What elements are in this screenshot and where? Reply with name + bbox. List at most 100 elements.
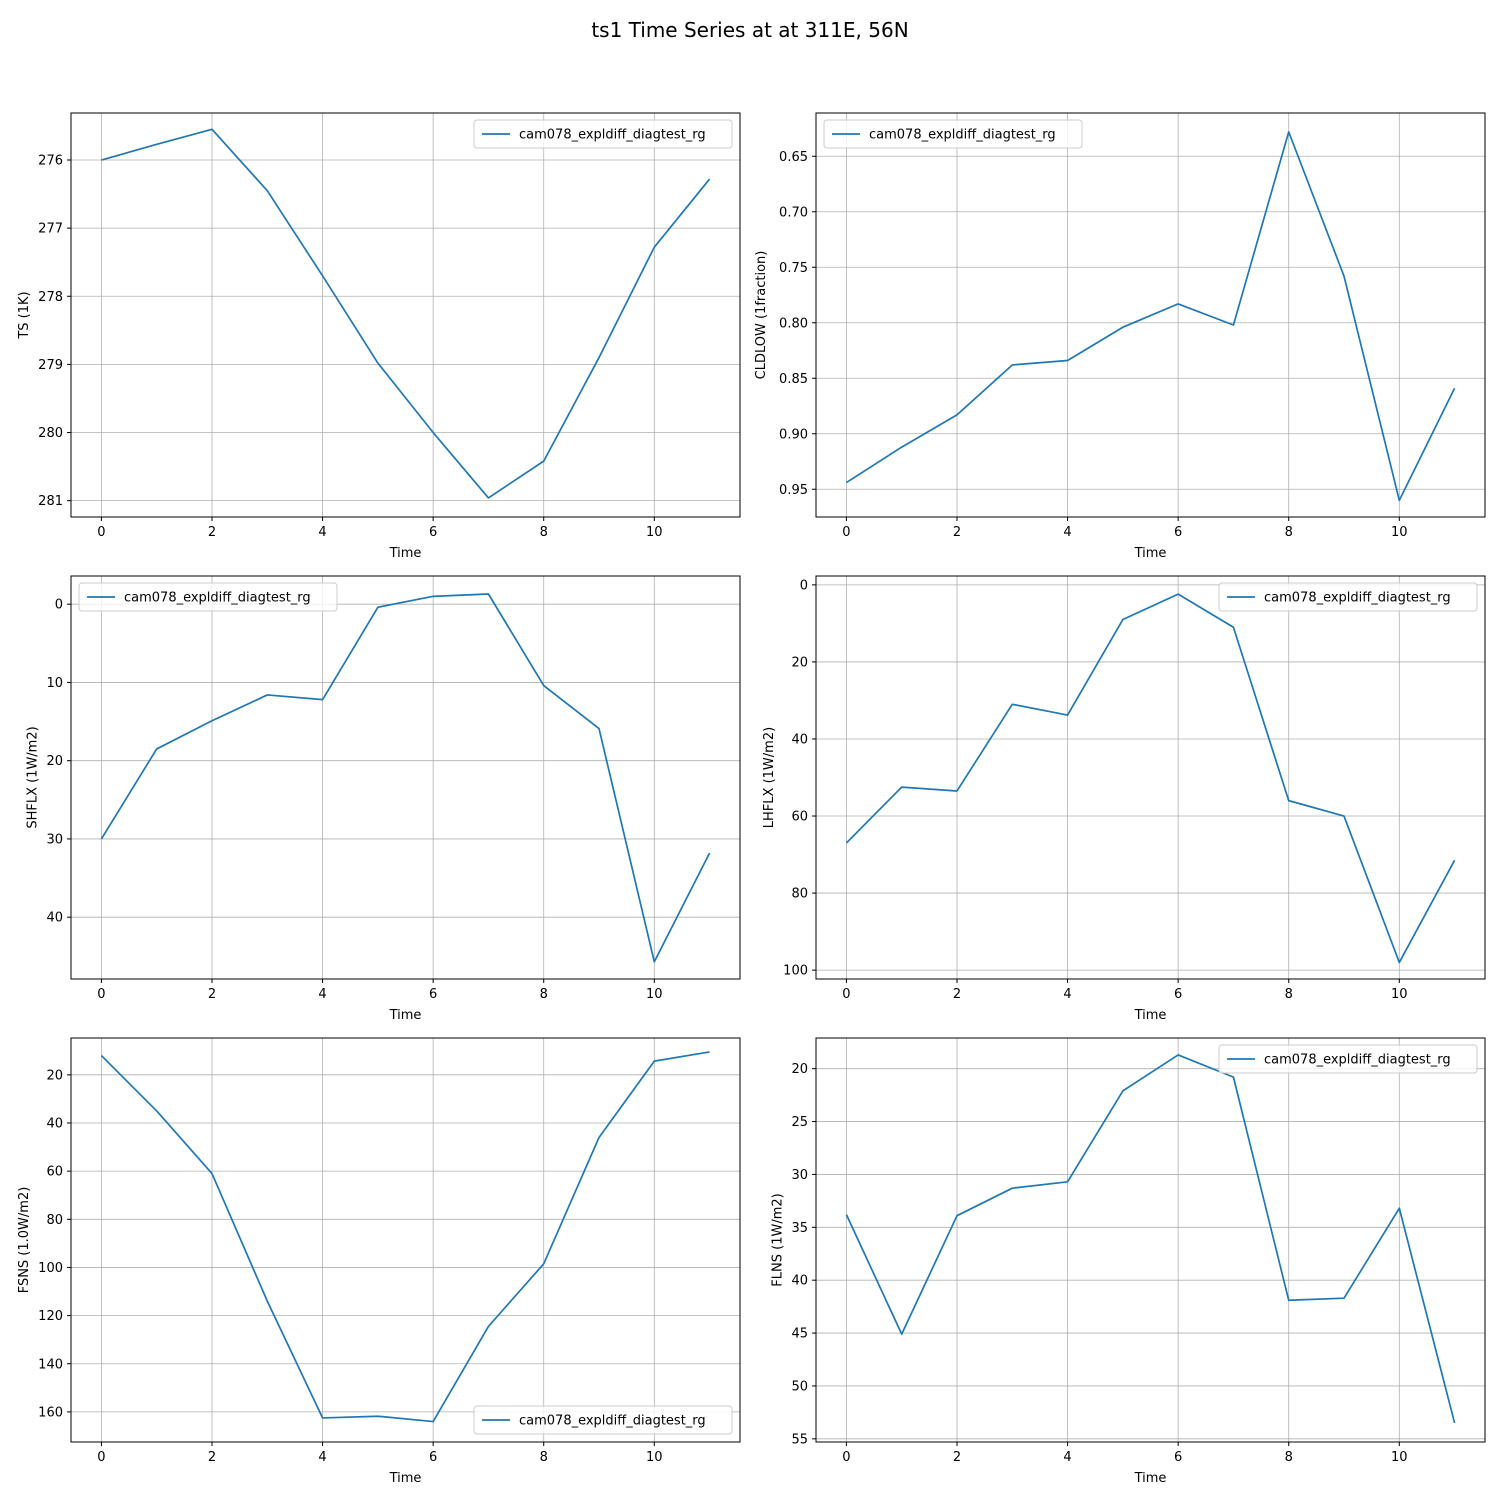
x-tick-label: 0 (842, 987, 850, 1002)
x-axis-label: Time (389, 1471, 422, 1486)
legend: cam078_expldiff_diagtest_rg (473, 1405, 733, 1435)
axes-frame (815, 112, 1486, 518)
legend-box (1218, 1044, 1478, 1074)
y-tick-label: 20 (46, 754, 63, 769)
subplot-5: 0 2 4 6 8 10 Time 20 40 60 80 100 120 140 160 FSNS (1.0… (17, 1037, 741, 1486)
legend-entry: cam078_expldiff_diagtest_rg (1264, 1053, 1451, 1068)
series-line (845, 131, 1456, 502)
x-tick-label: 0 (97, 1450, 105, 1465)
series-line (100, 593, 711, 963)
x-tick-label: 10 (646, 1450, 663, 1465)
x-axis-label: Time (1134, 1471, 1167, 1486)
x-tick-label: 10 (1391, 525, 1408, 540)
y-axis: 0 10 20 30 40 SHFLX (1W/m2) (25, 598, 71, 926)
x-tick-label: 6 (429, 987, 437, 1002)
x-tick-label: 2 (208, 987, 216, 1002)
grid (816, 113, 1485, 517)
x-tick-label: 2 (953, 987, 961, 1002)
x-tick-label: 10 (646, 987, 663, 1002)
x-axis: 0 2 4 6 8 10 Time (97, 979, 663, 1023)
y-tick-label: 100 (38, 1261, 63, 1276)
legend: cam078_expldiff_diagtest_rg (78, 582, 338, 612)
x-tick-label: 8 (540, 525, 548, 540)
y-tick-label: 0.85 (779, 372, 808, 387)
x-axis: 0 2 4 6 8 10 Time (842, 517, 1408, 561)
y-axis-label: FSNS (1.0W/m2) (17, 1187, 32, 1294)
series-line (101, 128, 711, 499)
x-tick-label: 4 (318, 1450, 326, 1465)
grid (816, 1038, 1485, 1442)
x-axis-label: Time (1134, 1008, 1167, 1023)
x-tick-label: 4 (318, 987, 326, 1002)
x-tick-label: 2 (953, 1450, 961, 1465)
x-tick-label: 8 (540, 987, 548, 1002)
y-tick-label: 40 (46, 911, 63, 926)
x-tick-label: 6 (429, 1450, 437, 1465)
y-tick-label: 280 (38, 426, 63, 441)
subplot-1: 0 2 4 6 8 10 Time 276 277 278 279 280 281 TS (1K) cam0… (17, 112, 741, 561)
grid (71, 1038, 740, 1442)
y-tick-label: 277 (38, 222, 63, 237)
legend-box (78, 582, 338, 612)
y-tick-label: 50 (791, 1379, 808, 1394)
y-axis: 20 40 60 80 100 120 140 160 FSNS (1.0W/m2) (17, 1068, 71, 1420)
x-tick-label: 4 (1063, 987, 1071, 1002)
x-tick-label: 2 (208, 525, 216, 540)
x-tick-label: 10 (646, 525, 663, 540)
y-tick-label: 80 (791, 887, 808, 902)
x-tick-label: 4 (1063, 1450, 1071, 1465)
x-axis: 0 2 4 6 8 10 Time (842, 979, 1408, 1023)
x-tick-label: 6 (429, 525, 437, 540)
x-axis: 0 2 4 6 8 10 Time (97, 1442, 663, 1486)
y-tick-label: 100 (783, 964, 808, 979)
y-tick-label: 35 (791, 1221, 808, 1236)
x-axis-label: Time (389, 546, 422, 561)
axes-frame (70, 1037, 741, 1443)
y-tick-label: 0.75 (779, 261, 808, 276)
y-tick-label: 60 (46, 1165, 63, 1180)
y-tick-label: 0.65 (779, 150, 808, 165)
y-axis-label: SHFLX (1W/m2) (25, 726, 40, 828)
y-tick-label: 0.95 (779, 483, 808, 498)
axes-frame (70, 112, 741, 518)
plot-area (71, 113, 740, 517)
axes-frame (815, 575, 1486, 980)
y-tick-label: 279 (38, 358, 63, 373)
legend-box (473, 119, 733, 149)
y-tick-label: 40 (791, 732, 808, 747)
y-tick-label: 0.70 (779, 205, 808, 220)
series-line (100, 1051, 710, 1423)
y-axis: 276 277 278 279 280 281 TS (1K) (17, 154, 71, 509)
axes-frame (815, 1037, 1486, 1443)
y-axis-label: CLDLOW (1fraction) (754, 251, 769, 380)
y-axis-label: TS (1K) (17, 291, 32, 339)
x-tick-label: 8 (540, 1450, 548, 1465)
x-tick-label: 0 (842, 525, 850, 540)
legend-box (473, 1405, 733, 1435)
y-tick-label: 30 (791, 1168, 808, 1183)
y-tick-label: 45 (791, 1327, 808, 1342)
legend-box (1218, 582, 1478, 612)
y-tick-label: 278 (38, 290, 63, 305)
x-tick-label: 10 (1391, 987, 1408, 1002)
y-tick-label: 0 (55, 598, 63, 613)
x-tick-label: 0 (97, 987, 105, 1002)
x-axis: 0 2 4 6 8 10 Time (97, 517, 663, 561)
legend: cam078_expldiff_diagtest_rg (1218, 582, 1478, 612)
x-tick-label: 0 (842, 1450, 850, 1465)
y-tick-label: 0 (800, 578, 808, 593)
y-tick-label: 20 (791, 655, 808, 670)
x-axis-label: Time (389, 1008, 422, 1023)
y-tick-label: 20 (791, 1062, 808, 1077)
y-tick-label: 40 (46, 1116, 63, 1131)
y-tick-label: 0.90 (779, 427, 808, 442)
subplot-4: 0 2 4 6 8 10 Time 0 20 40 60 80 100 LHFLX (1W/m2) cam0… (762, 575, 1486, 1023)
series-line (845, 593, 1456, 964)
x-tick-label: 8 (1285, 1450, 1293, 1465)
grid (71, 113, 740, 517)
x-axis-label: Time (1134, 546, 1167, 561)
y-tick-label: 30 (46, 832, 63, 847)
y-tick-label: 120 (38, 1309, 63, 1324)
